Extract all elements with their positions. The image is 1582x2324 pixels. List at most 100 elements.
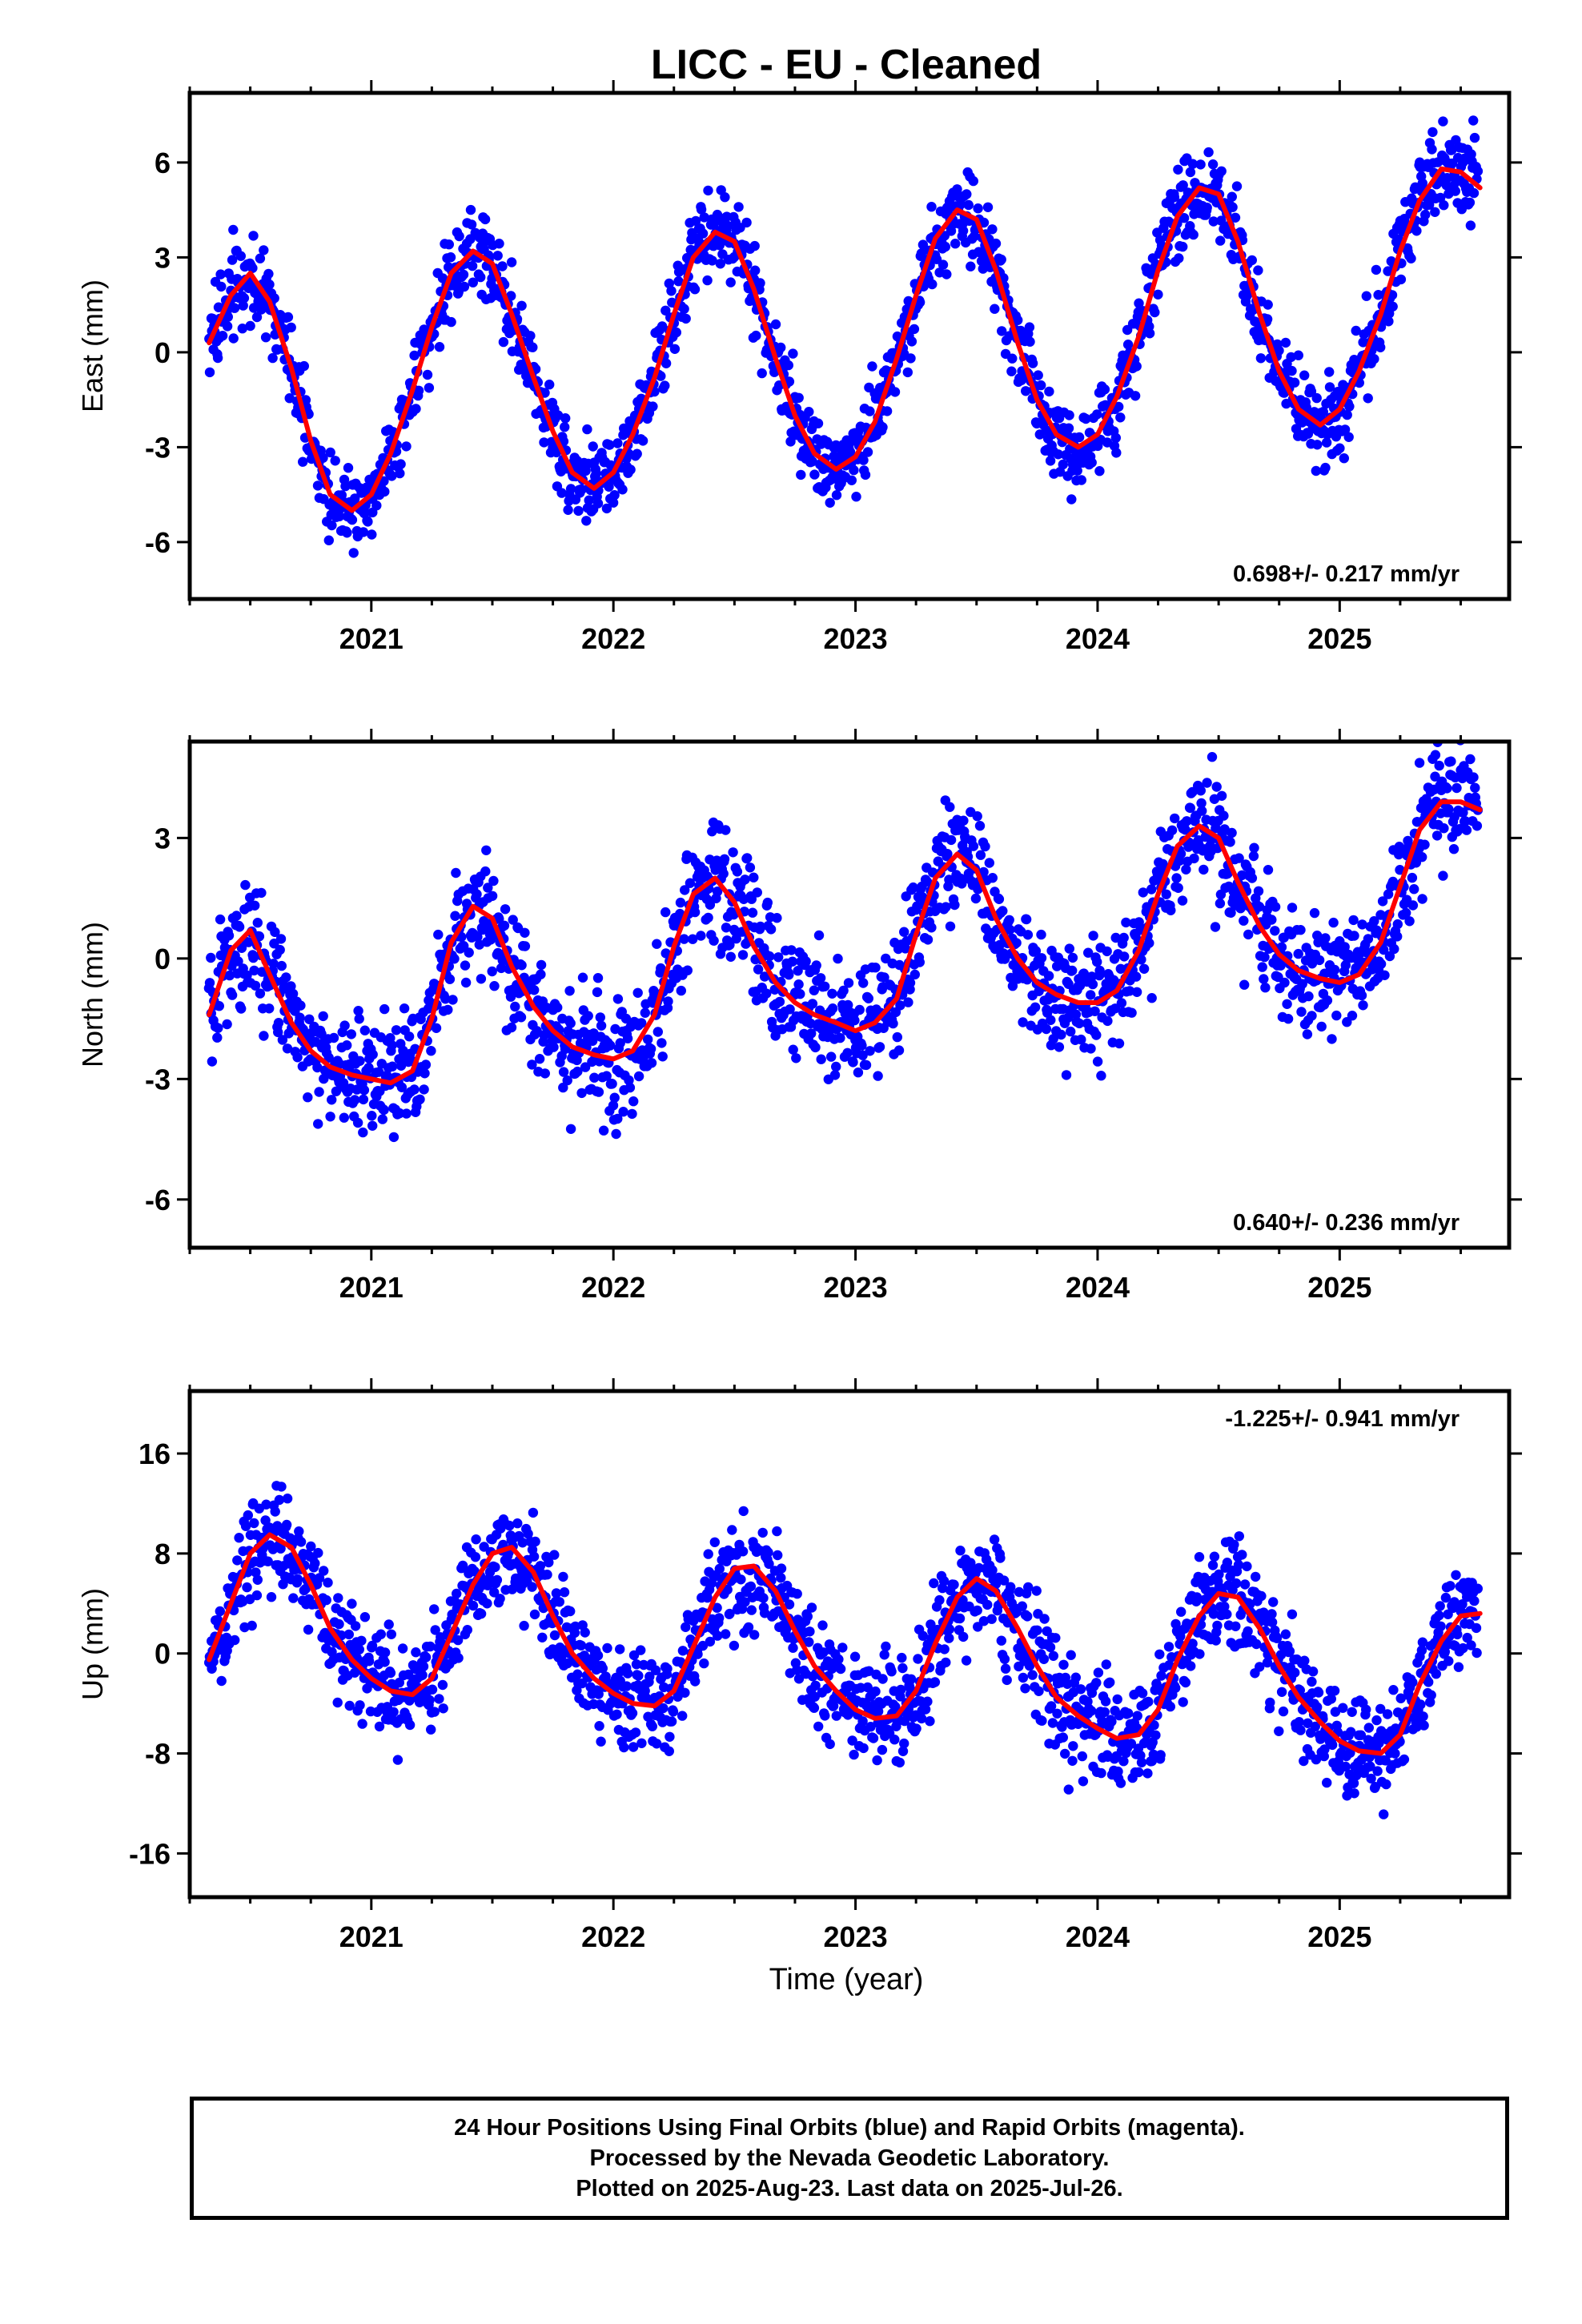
data-point bbox=[314, 1087, 324, 1097]
north-x-tick-label: 2021 bbox=[339, 1271, 404, 1304]
data-point bbox=[1239, 1579, 1251, 1590]
data-point bbox=[1166, 905, 1176, 916]
data-point bbox=[227, 990, 238, 1000]
data-point bbox=[528, 1507, 539, 1518]
data-point bbox=[809, 469, 820, 480]
data-point bbox=[622, 1668, 633, 1679]
data-point bbox=[1460, 816, 1471, 826]
data-point bbox=[229, 303, 240, 313]
data-point bbox=[1255, 353, 1267, 364]
data-point bbox=[984, 858, 995, 868]
data-point bbox=[411, 1647, 421, 1658]
data-point bbox=[1132, 1711, 1142, 1721]
data-point bbox=[897, 1663, 908, 1674]
data-point bbox=[1124, 986, 1135, 996]
data-point bbox=[1234, 853, 1244, 863]
data-point bbox=[1155, 1750, 1166, 1760]
data-point bbox=[1067, 965, 1078, 976]
data-point bbox=[431, 1023, 442, 1034]
data-point bbox=[1018, 1672, 1029, 1683]
data-point bbox=[392, 1755, 404, 1765]
data-point bbox=[448, 995, 458, 1005]
data-point bbox=[765, 951, 775, 962]
data-point bbox=[729, 909, 739, 920]
data-point bbox=[1002, 1675, 1012, 1686]
data-point bbox=[857, 1716, 868, 1727]
data-point bbox=[1434, 760, 1444, 771]
data-point bbox=[1005, 924, 1015, 935]
data-point bbox=[252, 918, 263, 928]
data-point bbox=[905, 353, 916, 364]
data-point bbox=[1207, 1560, 1219, 1570]
data-point bbox=[319, 1566, 329, 1576]
data-point bbox=[788, 1642, 798, 1653]
data-point bbox=[1314, 955, 1325, 966]
data-point bbox=[624, 1075, 634, 1086]
data-point bbox=[1321, 437, 1332, 448]
data-point bbox=[572, 1066, 583, 1077]
data-point bbox=[1301, 402, 1311, 412]
data-point bbox=[1092, 1056, 1103, 1067]
data-point bbox=[1185, 167, 1196, 178]
data-point bbox=[725, 277, 736, 287]
data-point bbox=[222, 1019, 232, 1030]
data-point bbox=[542, 1570, 552, 1580]
data-point bbox=[214, 1001, 224, 1011]
data-point bbox=[601, 1071, 612, 1081]
data-point bbox=[1105, 1677, 1115, 1687]
data-point bbox=[849, 1749, 859, 1760]
data-point bbox=[752, 887, 762, 898]
data-point bbox=[1274, 345, 1284, 356]
data-point bbox=[857, 1040, 867, 1051]
data-point bbox=[347, 514, 358, 525]
data-point bbox=[1136, 1757, 1147, 1767]
data-point bbox=[1438, 116, 1448, 127]
data-point bbox=[661, 907, 671, 918]
data-point bbox=[1262, 314, 1273, 324]
data-point bbox=[558, 1067, 569, 1077]
data-point bbox=[846, 475, 857, 485]
data-point bbox=[1163, 1642, 1174, 1652]
data-point bbox=[1357, 919, 1367, 930]
data-point bbox=[242, 1582, 252, 1593]
data-point bbox=[576, 1640, 587, 1651]
data-point bbox=[1411, 226, 1422, 236]
data-point bbox=[1227, 202, 1238, 212]
north-x-tick-label: 2025 bbox=[1307, 1271, 1371, 1304]
data-point bbox=[1004, 915, 1014, 926]
data-point bbox=[292, 1574, 303, 1585]
data-point bbox=[1096, 1767, 1106, 1779]
data-point bbox=[920, 1704, 931, 1715]
data-point bbox=[1249, 842, 1259, 853]
data-point bbox=[648, 401, 658, 412]
data-point bbox=[751, 330, 761, 341]
data-point bbox=[793, 979, 804, 990]
data-point bbox=[1195, 1649, 1205, 1659]
data-point bbox=[721, 825, 731, 835]
data-point bbox=[1443, 804, 1454, 814]
data-point bbox=[204, 367, 215, 378]
data-point bbox=[1007, 353, 1018, 364]
data-point bbox=[1068, 1741, 1078, 1751]
data-point bbox=[652, 939, 662, 949]
data-point bbox=[1138, 887, 1149, 898]
data-point bbox=[853, 1068, 864, 1078]
data-point bbox=[254, 931, 265, 942]
data-point bbox=[1458, 807, 1468, 818]
data-point bbox=[673, 276, 684, 287]
data-point bbox=[660, 380, 670, 391]
data-point bbox=[1448, 844, 1460, 854]
data-point bbox=[685, 878, 696, 888]
data-point bbox=[325, 1112, 335, 1122]
data-point bbox=[303, 1624, 314, 1635]
data-point bbox=[1259, 951, 1270, 963]
data-point bbox=[359, 1025, 370, 1035]
data-point bbox=[565, 1018, 576, 1028]
data-point bbox=[1280, 337, 1291, 348]
data-point bbox=[970, 893, 982, 904]
data-point bbox=[699, 212, 709, 223]
data-point bbox=[582, 424, 592, 435]
data-point bbox=[796, 469, 806, 480]
data-point bbox=[1344, 401, 1355, 412]
